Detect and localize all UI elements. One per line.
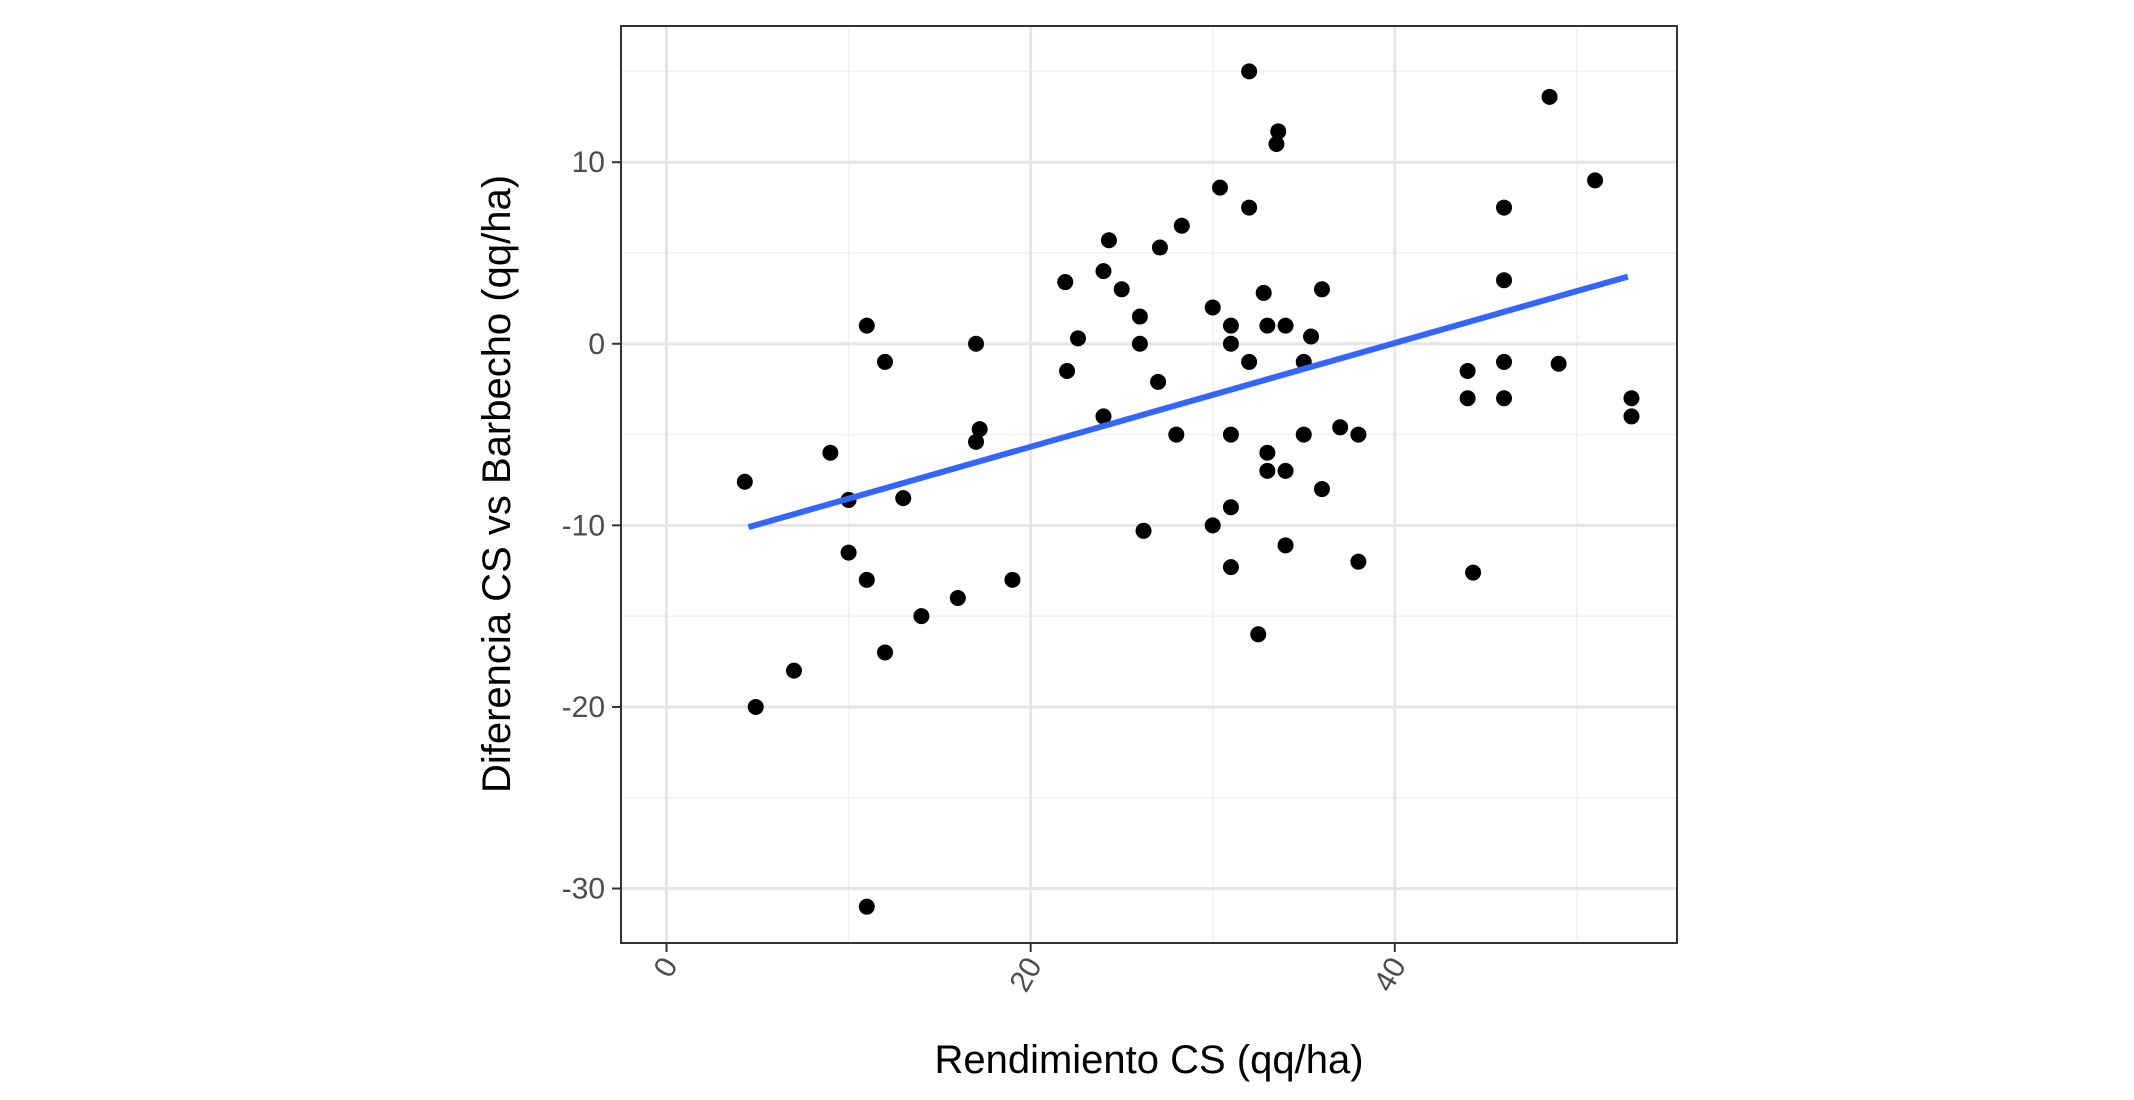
data-point xyxy=(1550,355,1567,372)
data-point xyxy=(1150,373,1167,390)
data-point xyxy=(858,898,875,915)
data-point xyxy=(1268,136,1285,153)
data-point xyxy=(1295,426,1312,443)
data-point xyxy=(1541,88,1558,105)
data-point xyxy=(858,571,875,588)
data-point xyxy=(913,608,930,625)
data-point xyxy=(1168,426,1185,443)
data-point xyxy=(1313,481,1330,498)
data-point xyxy=(1241,63,1258,80)
data-point xyxy=(1222,426,1239,443)
data-point xyxy=(949,589,966,606)
trend-line xyxy=(747,273,1629,531)
data-point xyxy=(1459,390,1476,407)
data-point xyxy=(1100,232,1117,249)
data-point xyxy=(1587,172,1604,189)
trend-line-group xyxy=(747,273,1629,531)
x-tick-label: 40 xyxy=(1368,952,1413,997)
data-point xyxy=(1095,408,1112,425)
data-point xyxy=(1173,217,1190,234)
data-point xyxy=(1623,408,1640,425)
data-point xyxy=(1496,199,1513,216)
data-point xyxy=(1204,517,1221,534)
data-point xyxy=(1222,335,1239,352)
data-point xyxy=(1313,281,1330,298)
data-point xyxy=(1277,462,1294,479)
y-axis-title: Diferencia CS vs Barbecho (qq/ha) xyxy=(475,175,519,793)
data-point xyxy=(1241,199,1258,216)
data-point xyxy=(1332,419,1349,436)
data-point xyxy=(736,473,753,490)
data-point xyxy=(1212,179,1229,196)
data-point xyxy=(877,353,893,370)
data-point xyxy=(1277,317,1294,334)
data-point xyxy=(1131,308,1148,325)
data-point xyxy=(1057,274,1074,291)
data-point xyxy=(1113,281,1130,298)
data-point xyxy=(1496,353,1513,370)
y-axis: -30 -20 -10 0 10 xyxy=(562,146,621,906)
grid xyxy=(621,26,1677,943)
data-point xyxy=(971,421,988,438)
data-point xyxy=(1496,272,1513,289)
data-point xyxy=(1095,263,1112,280)
data-point xyxy=(1135,522,1152,539)
data-point xyxy=(1222,559,1239,576)
data-point xyxy=(785,662,802,679)
data-point xyxy=(1270,123,1287,140)
data-point xyxy=(1059,363,1076,380)
data-point xyxy=(1277,537,1294,554)
y-tick-label: -10 xyxy=(562,509,605,542)
data-point xyxy=(1350,426,1367,443)
x-axis: 0 20 40 xyxy=(648,943,1413,997)
data-point xyxy=(1350,553,1367,570)
x-tick-label: 0 xyxy=(648,952,685,983)
data-point xyxy=(1259,444,1276,461)
data-point xyxy=(1250,626,1267,643)
data-point xyxy=(1623,390,1640,407)
data-point xyxy=(1204,299,1221,316)
data-point xyxy=(1004,571,1021,588)
data-point xyxy=(968,433,985,450)
data-point xyxy=(822,444,839,461)
data-point xyxy=(895,490,912,507)
data-point xyxy=(1255,284,1272,301)
data-point xyxy=(1259,462,1276,479)
data-point xyxy=(840,544,857,561)
data-point xyxy=(1151,239,1168,256)
panel-border xyxy=(620,25,1678,944)
data-point xyxy=(1131,335,1148,352)
y-tick-label: 0 xyxy=(588,328,605,361)
data-point xyxy=(877,644,893,661)
data-point xyxy=(1222,317,1239,334)
x-axis-title: Rendimiento CS (qq/ha) xyxy=(934,1038,1363,1082)
data-point xyxy=(858,317,875,334)
data-point xyxy=(1069,330,1086,347)
data-point xyxy=(1496,390,1513,407)
data-point xyxy=(1465,564,1482,581)
data-point xyxy=(1259,317,1276,334)
data-point xyxy=(1459,363,1476,380)
y-tick-label: -20 xyxy=(562,691,605,724)
data-point xyxy=(968,335,985,352)
x-tick-label: 20 xyxy=(1003,952,1048,997)
data-point xyxy=(1241,353,1258,370)
y-tick-label: 10 xyxy=(572,146,605,179)
y-tick-label: -30 xyxy=(562,873,605,906)
data-point xyxy=(747,698,764,715)
data-point xyxy=(1303,328,1320,345)
data-point xyxy=(1222,499,1239,516)
